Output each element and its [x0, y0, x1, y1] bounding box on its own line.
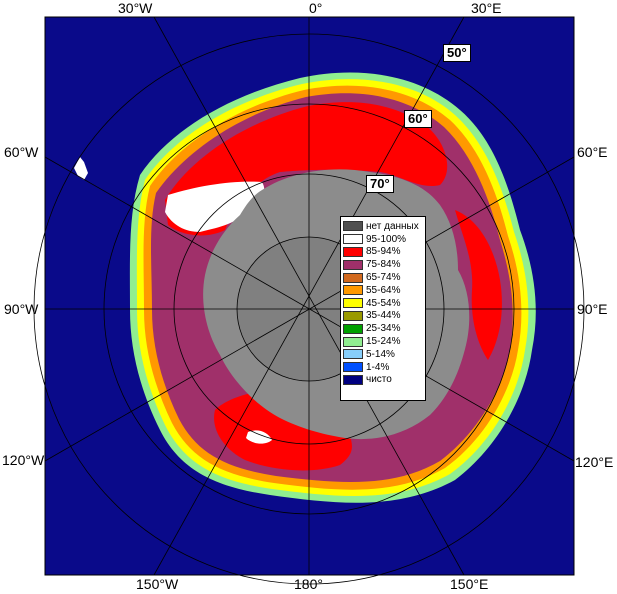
south-america-land [74, 157, 88, 180]
lat-label-60: 60° [404, 110, 432, 128]
legend-item: 15-24% [343, 335, 423, 348]
legend-swatch [343, 374, 363, 385]
lon-label-60e: 60°E [577, 144, 608, 160]
legend-label: 75-84% [366, 259, 401, 271]
legend-swatch [343, 221, 363, 232]
ice-concentration-legend: нет данных 95-100% 85-94% 75-84% 65-74% 55-64… [340, 216, 426, 401]
legend-item: чисто [343, 374, 423, 387]
legend-label: чисто [366, 374, 392, 386]
legend-item: 45-54% [343, 297, 423, 310]
legend-swatch [343, 285, 363, 296]
legend-item: 95-100% [343, 233, 423, 246]
legend-label: 95-100% [366, 233, 407, 245]
legend-label: 1-4% [366, 361, 390, 373]
legend-item: 25-34% [343, 322, 423, 335]
legend-swatch [343, 362, 363, 373]
ice-area-95-100 [165, 181, 265, 232]
legend-swatch [343, 298, 363, 309]
legend-label: 85-94% [366, 246, 401, 258]
lon-label-120w: 120°W [2, 452, 45, 468]
map-border [44, 16, 575, 576]
legend-swatch [343, 310, 363, 321]
legend-swatch [343, 234, 363, 245]
legend-item: нет данных [343, 220, 423, 233]
legend-swatch [343, 323, 363, 334]
legend-item: 1-4% [343, 361, 423, 374]
legend-item: 55-64% [343, 284, 423, 297]
legend-label: 55-64% [366, 284, 401, 296]
legend-item: 5-14% [343, 348, 423, 361]
legend-label: 15-24% [366, 336, 401, 348]
lon-label-150e: 150°E [450, 576, 489, 592]
lon-label-90w: 90°W [4, 301, 39, 317]
ice-area-85-94-east [455, 210, 502, 360]
legend-item: 65-74% [343, 271, 423, 284]
lon-label-120e: 120°E [575, 454, 614, 470]
legend-item: 75-84% [343, 258, 423, 271]
lon-label-60w: 60°W [4, 144, 39, 160]
lon-label-90e: 90°E [577, 301, 608, 317]
legend-swatch [343, 246, 363, 257]
legend-swatch [343, 349, 363, 360]
legend-label: 5-14% [366, 348, 395, 360]
legend-swatch [343, 336, 363, 347]
legend-swatch [343, 272, 363, 283]
legend-label: 35-44% [366, 310, 401, 322]
lon-label-150w: 150°W [136, 576, 179, 592]
legend-swatch [343, 259, 363, 270]
lon-label-180: 180° [294, 576, 323, 592]
lat-label-50: 50° [443, 44, 471, 62]
legend-label: 65-74% [366, 272, 401, 284]
ice-area-95-100-small [246, 430, 272, 444]
lon-label-30w: 30°W [118, 0, 153, 16]
legend-item: 85-94% [343, 246, 423, 259]
lon-label-30e: 30°E [471, 0, 502, 16]
lon-label-0: 0° [309, 0, 323, 16]
lat-label-70: 70° [366, 175, 394, 193]
legend-item: 35-44% [343, 310, 423, 323]
legend-label: 45-54% [366, 297, 401, 309]
legend-label: 25-34% [366, 323, 401, 335]
legend-label: нет данных [366, 220, 419, 232]
